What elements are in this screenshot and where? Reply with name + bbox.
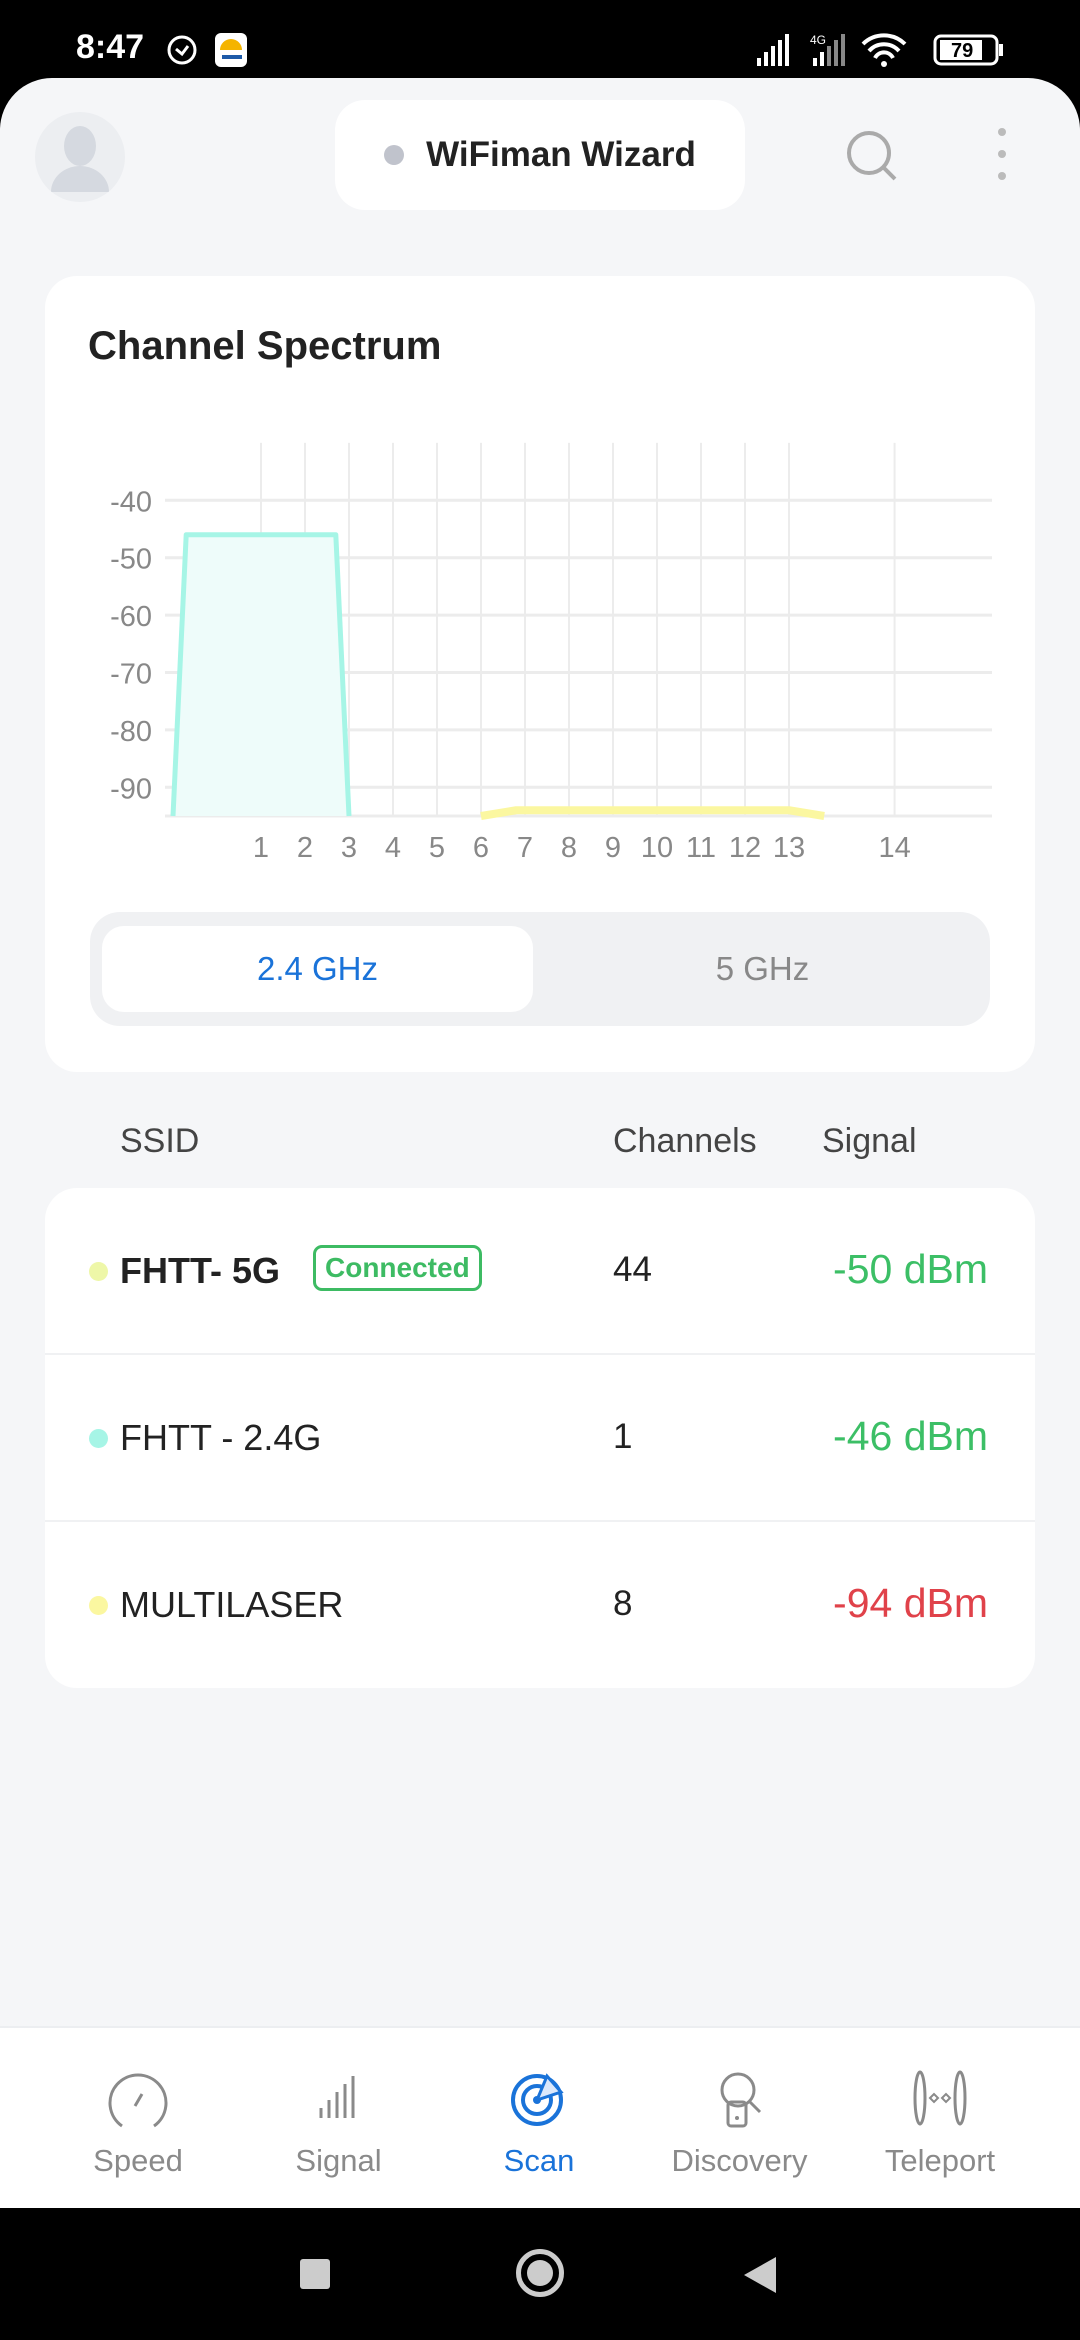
more-vert-icon[interactable] <box>992 126 1012 186</box>
network-row[interactable]: MULTILASER 8 -94 dBm <box>45 1522 1035 1688</box>
x-tick-label: 1 <box>253 832 269 864</box>
channel: 1 <box>613 1417 633 1456</box>
series-line <box>480 806 825 820</box>
nav-label: Speed <box>93 2143 183 2178</box>
network-row[interactable]: FHTT - 2.4G 1 -46 dBm <box>45 1355 1035 1522</box>
status-bar: 8:47 4G 79 <box>0 0 1080 78</box>
battery-level: 79 <box>951 40 973 62</box>
x-tick-label: 5 <box>429 832 445 864</box>
network-row[interactable]: FHTT- 5G Connected 44 -50 dBm <box>45 1188 1035 1355</box>
network-color-dot <box>89 1596 108 1615</box>
x-tick-label: 9 <box>605 832 621 864</box>
header-ssid: SSID <box>120 1122 200 1160</box>
nav-discovery[interactable]: Discovery <box>640 2028 840 2210</box>
band-5ghz-tab[interactable]: 5 GHz <box>715 950 810 987</box>
y-tick-label: -90 <box>110 773 152 805</box>
y-tick-label: -80 <box>110 716 152 748</box>
avatar-icon <box>51 126 109 192</box>
band-selector: 2.4 GHz 5 GHz <box>90 912 990 1026</box>
speedometer-icon <box>108 2073 168 2128</box>
nav-teleport[interactable]: Teleport <box>840 2028 1040 2210</box>
x-tick-label: 3 <box>341 832 357 864</box>
bottom-nav: Speed Signal Scan Discovery Teleport <box>0 2026 1080 2208</box>
band-2-4ghz-tab[interactable]: 2.4 GHz <box>102 926 533 1012</box>
y-tick-label: -50 <box>110 544 152 576</box>
y-tick-label: -40 <box>110 486 152 518</box>
status-dot <box>384 145 405 165</box>
connected-badge: Connected <box>313 1245 482 1291</box>
card-title: Channel Spectrum <box>88 324 442 368</box>
nav-label: Discovery <box>671 2143 808 2178</box>
x-tick-label: 11 <box>686 832 716 864</box>
teleport-icon <box>913 2070 967 2126</box>
nav-label: Signal <box>295 2143 382 2178</box>
back-button[interactable] <box>742 2255 778 2295</box>
radar-icon <box>511 2073 564 2126</box>
search-icon[interactable] <box>842 126 902 186</box>
x-tick-label: 13 <box>773 832 805 864</box>
system-nav-bar <box>0 2208 1080 2340</box>
signal-strength: -46 dBm <box>833 1413 988 1459</box>
signal-strength: -50 dBm <box>833 1246 988 1292</box>
header-channels: Channels <box>613 1122 757 1160</box>
nav-label: Teleport <box>884 2143 996 2178</box>
network-type: 4G <box>810 33 826 47</box>
y-tick-label: -70 <box>110 659 152 691</box>
home-button[interactable] <box>516 2249 564 2297</box>
signal-wifi-battery-icons: 4G 79 <box>757 33 1003 67</box>
channel-spectrum-chart: 1 2 3 4 5 6 7 8 9 10 11 12 13 14-40-50-60-70-80-90 <box>110 442 992 864</box>
clock: 8:47 <box>76 28 145 66</box>
x-tick-label: 14 <box>878 832 910 864</box>
x-tick-label: 2 <box>297 832 313 864</box>
signal-strength: -94 dBm <box>833 1580 988 1626</box>
recents-button[interactable] <box>300 2259 330 2289</box>
nav-signal[interactable]: Signal <box>239 2028 439 2210</box>
x-tick-label: 6 <box>473 832 489 864</box>
x-tick-label: 7 <box>517 832 533 864</box>
series-fill <box>173 534 349 816</box>
ssid: FHTT- 5G <box>120 1250 280 1291</box>
network-color-dot <box>89 1429 108 1448</box>
network-list: FHTT- 5G Connected 44 -50 dBm FHTT - 2.4… <box>45 1188 1035 1688</box>
header-signal: Signal <box>822 1122 917 1160</box>
alarm-and-app-icons <box>167 33 247 67</box>
y-tick-label: -60 <box>110 601 152 633</box>
nav-label: Scan <box>503 2143 575 2178</box>
wizard-pill[interactable]: WiFiman Wizard <box>335 100 745 210</box>
nav-speed[interactable]: Speed <box>38 2028 238 2210</box>
x-tick-label: 10 <box>641 832 673 864</box>
ssid: FHTT - 2.4G <box>120 1417 322 1458</box>
channel: 8 <box>613 1584 633 1623</box>
channel: 44 <box>613 1250 652 1289</box>
x-tick-label: 12 <box>729 832 761 864</box>
x-tick-label: 4 <box>385 832 401 864</box>
signal-bars-icon <box>319 2076 354 2118</box>
nav-scan[interactable]: Scan <box>439 2028 639 2210</box>
series-line <box>170 532 352 817</box>
network-color-dot <box>89 1262 108 1281</box>
app-title: WiFiman Wizard <box>426 135 696 174</box>
ssid: MULTILASER <box>120 1584 344 1625</box>
discovery-icon <box>720 2072 761 2128</box>
avatar[interactable] <box>35 112 125 202</box>
x-tick-label: 8 <box>561 832 577 864</box>
